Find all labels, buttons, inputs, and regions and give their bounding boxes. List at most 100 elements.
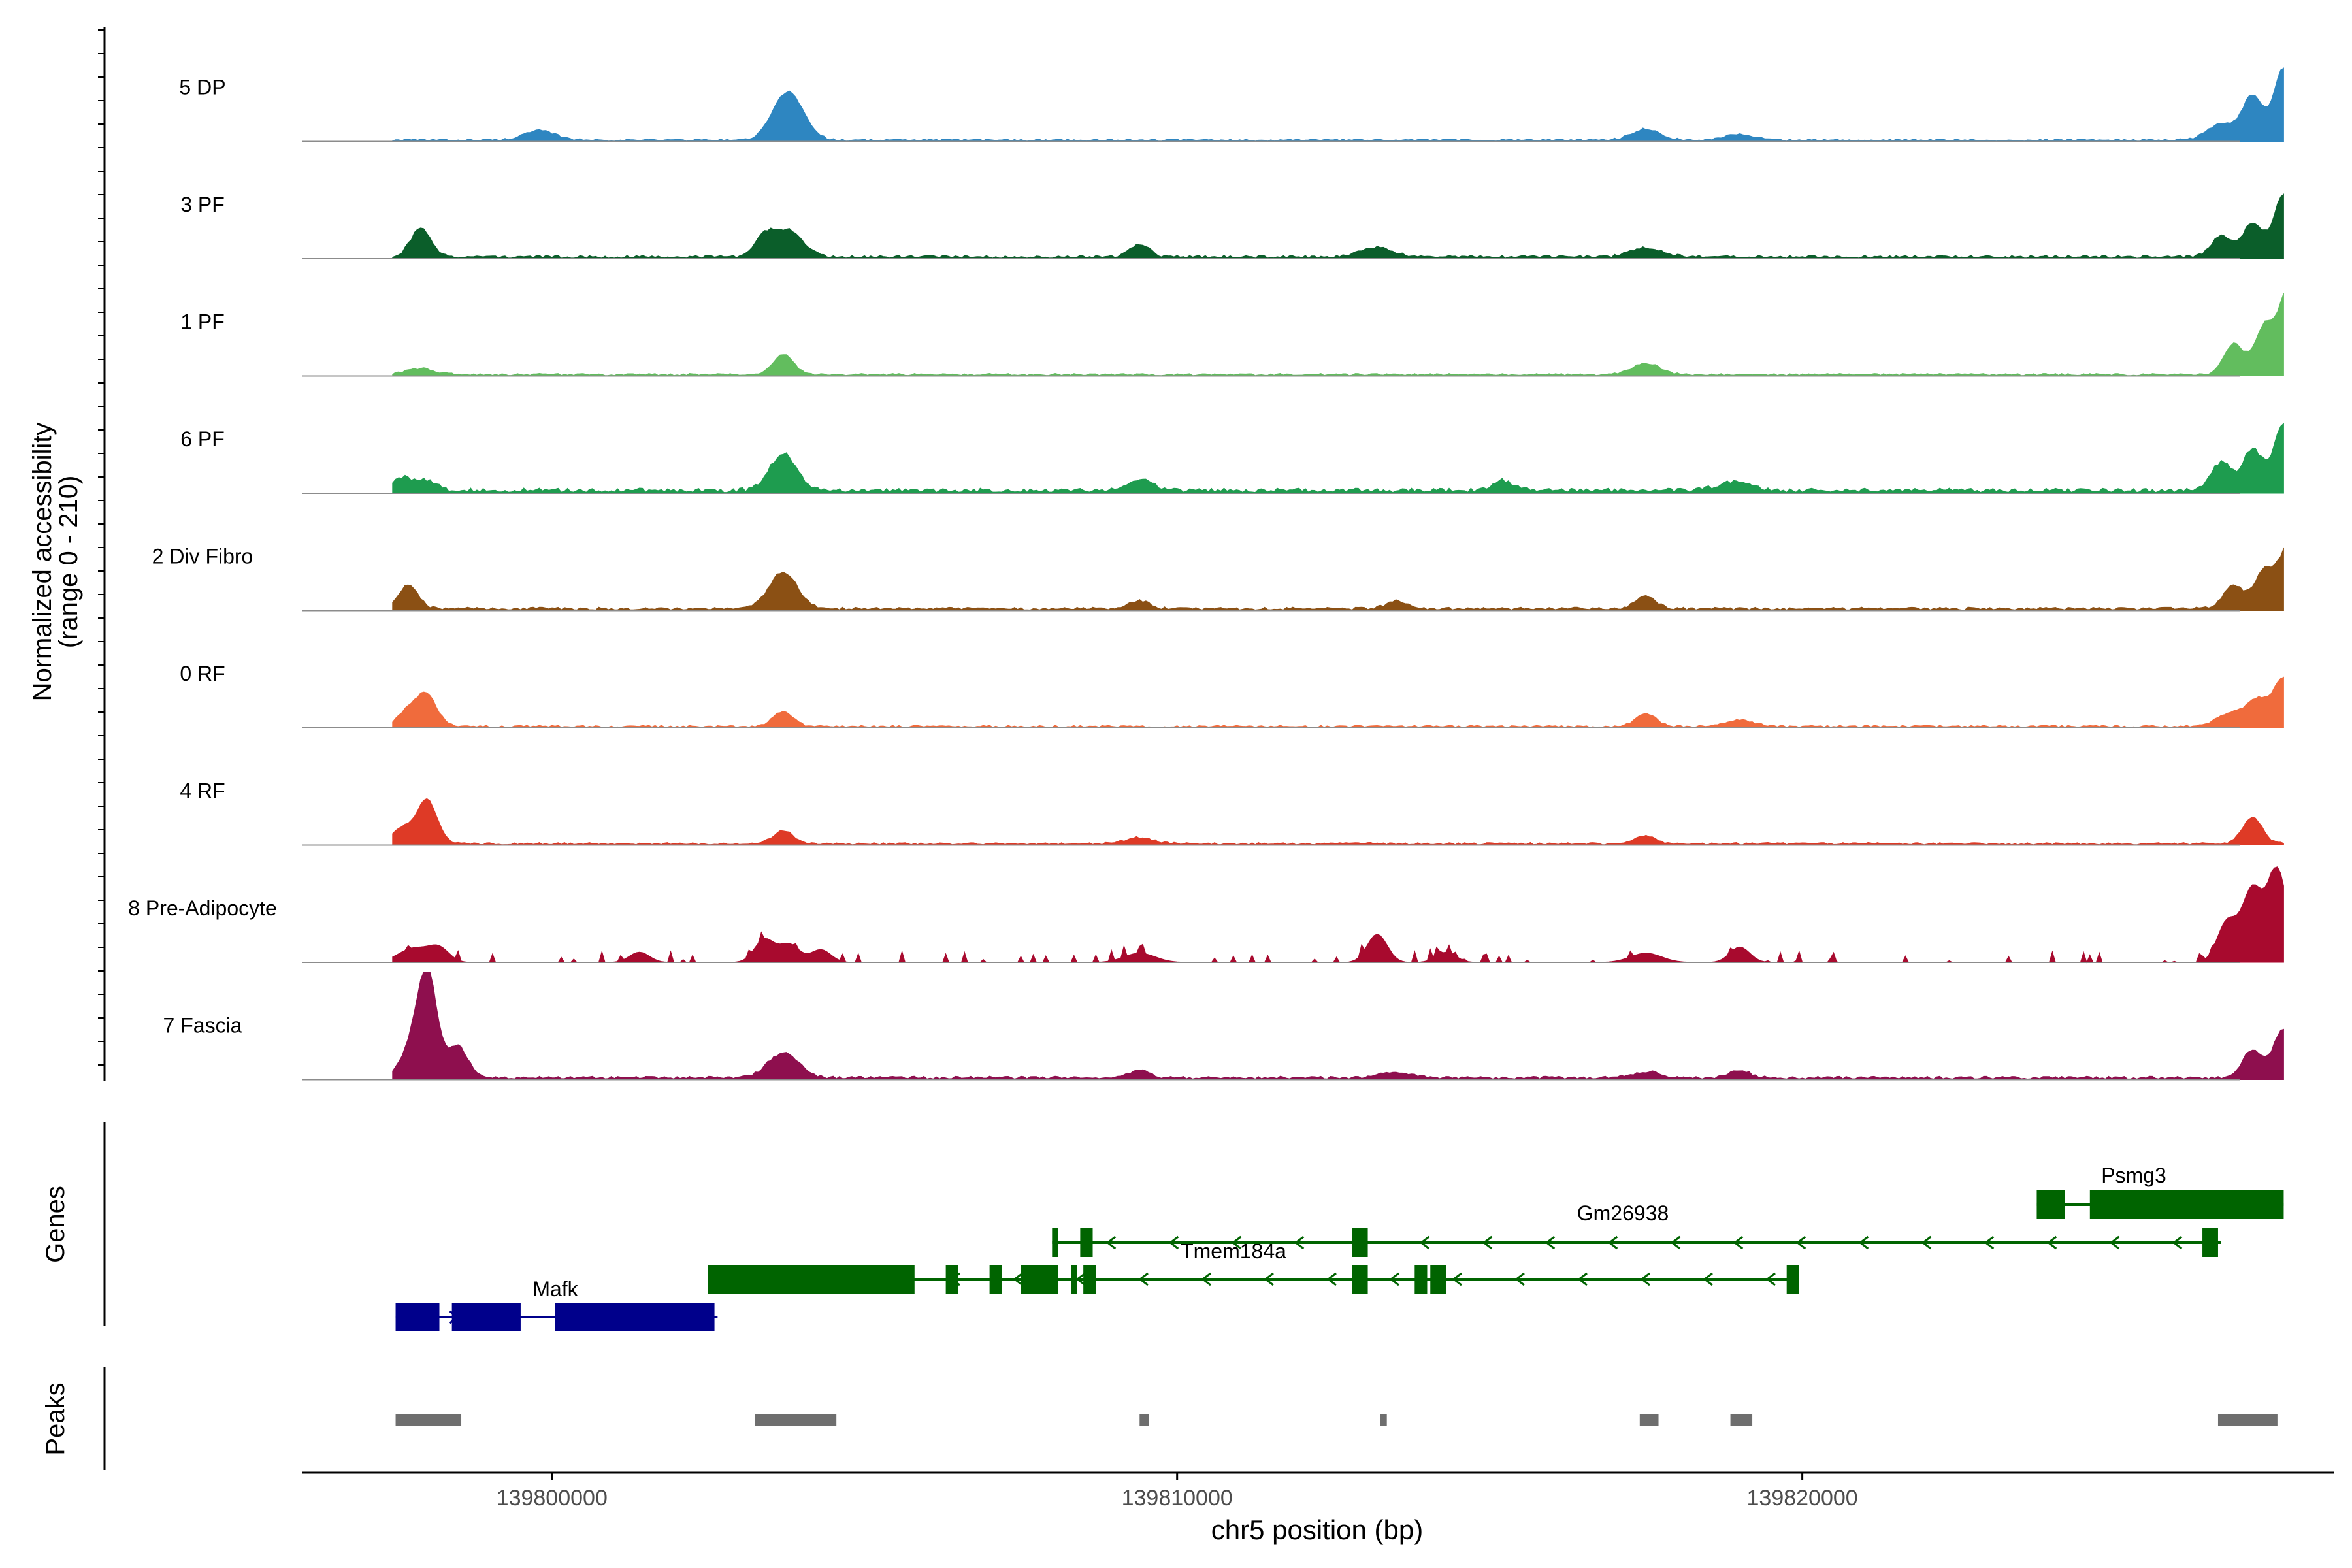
strand-arrow bbox=[1389, 1272, 1399, 1286]
strand-arrow bbox=[1138, 1272, 1149, 1286]
x-axis-label: chr5 position (bp) bbox=[1211, 1514, 1424, 1545]
coverage-y-axis bbox=[98, 27, 106, 1081]
gene-exon bbox=[451, 1303, 521, 1331]
coverage-track-label: 5 DP bbox=[179, 76, 225, 99]
x-axis-tick-label: 139800000 bbox=[497, 1486, 608, 1511]
gene-exon bbox=[1352, 1228, 1368, 1257]
coverage-track: 8 Pre-Adipocyte bbox=[128, 866, 2284, 964]
gene-exon bbox=[1430, 1265, 1446, 1294]
gene-exon bbox=[989, 1265, 1002, 1294]
peak-region bbox=[1139, 1414, 1149, 1426]
peaks-panel: Peaks bbox=[41, 1367, 2278, 1470]
gene-model: Mafk bbox=[395, 1277, 718, 1331]
gene-exon bbox=[1052, 1228, 1058, 1257]
gene-label: Mafk bbox=[532, 1277, 578, 1301]
coverage-track-label: 0 RF bbox=[180, 662, 225, 685]
gene-exon bbox=[2036, 1190, 2065, 1219]
coverage-track-label: 4 RF bbox=[180, 779, 225, 803]
genes-y-label: Genes bbox=[41, 1186, 70, 1263]
strand-arrow bbox=[1201, 1272, 1211, 1286]
gene-exon bbox=[2202, 1228, 2218, 1257]
coverage-track: 0 RF bbox=[180, 662, 2284, 728]
strand-arrow bbox=[1264, 1272, 1274, 1286]
coverage-signal bbox=[392, 972, 2284, 1080]
coverage-track-label: 6 PF bbox=[180, 427, 225, 451]
coverage-track: 4 RF bbox=[180, 779, 2284, 846]
gene-exon bbox=[1786, 1265, 1799, 1294]
coverage-track: 5 DP bbox=[179, 67, 2284, 142]
peak-region bbox=[2217, 1414, 2278, 1426]
x-axis-ticks: 139800000 139810000 139820000 bbox=[497, 1473, 1858, 1511]
gene-exon bbox=[1352, 1265, 1368, 1294]
peak-region bbox=[395, 1414, 462, 1426]
strand-arrow bbox=[1984, 1235, 1995, 1250]
coverage-track-label: 3 PF bbox=[180, 193, 225, 216]
gene-exon bbox=[555, 1303, 715, 1331]
strand-arrow bbox=[1168, 1235, 1179, 1250]
genes-panel: Genes Mafk Tmem184a Gm26938 Psmg3 bbox=[41, 1122, 2284, 1331]
strand-arrow bbox=[2109, 1235, 2120, 1250]
strand-arrow bbox=[1326, 1272, 1337, 1286]
gene-exon bbox=[1071, 1265, 1077, 1294]
coverage-y-label-line2: (range 0 - 210) bbox=[54, 476, 83, 649]
coverage-signal bbox=[392, 67, 2284, 142]
strand-arrow bbox=[1921, 1235, 1932, 1250]
coverage-signal bbox=[392, 422, 2284, 494]
gene-exon bbox=[945, 1265, 958, 1294]
gene-exon bbox=[1021, 1265, 1058, 1294]
peak-region bbox=[1380, 1414, 1387, 1426]
coverage-tracks: 5 DP 3 PF 1 PF 6 PF 2 Div Fibro 0 RF 4 RF 8 Pre… bbox=[128, 67, 2284, 1081]
strand-arrow bbox=[1013, 1272, 1023, 1286]
coverage-signal bbox=[392, 193, 2284, 259]
coverage-panel: Normalized accessibility (range 0 - 210)… bbox=[28, 27, 2284, 1081]
coverage-track: 2 Div Fibro bbox=[152, 545, 2284, 612]
gene-model: Tmem184a bbox=[708, 1239, 1799, 1294]
x-axis: 139800000 139810000 139820000 chr5 positio… bbox=[302, 1471, 2334, 1545]
gene-label: Gm26938 bbox=[1577, 1201, 1669, 1225]
coverage-signal bbox=[392, 547, 2284, 611]
gene-exon bbox=[1083, 1265, 1096, 1294]
coverage-track: 6 PF bbox=[180, 422, 2284, 494]
strand-arrow bbox=[1640, 1272, 1650, 1286]
strand-arrow bbox=[1795, 1235, 1806, 1250]
gene-exon bbox=[395, 1303, 440, 1331]
peaks-y-label: Peaks bbox=[41, 1382, 70, 1455]
gene-model: Psmg3 bbox=[2036, 1164, 2284, 1219]
coverage-signal bbox=[392, 293, 2284, 376]
strand-arrow bbox=[1607, 1235, 1618, 1250]
coverage-track-label: 8 Pre-Adipocyte bbox=[128, 896, 277, 920]
peak-region bbox=[755, 1414, 837, 1426]
strand-arrow bbox=[1514, 1272, 1525, 1286]
coverage-signal bbox=[392, 798, 2284, 845]
strand-arrow bbox=[2172, 1235, 2183, 1250]
strand-arrow bbox=[1577, 1272, 1588, 1286]
peak-regions bbox=[395, 1414, 2278, 1426]
strand-arrow bbox=[1765, 1272, 1776, 1286]
gene-exon bbox=[708, 1265, 915, 1294]
strand-arrow bbox=[1733, 1235, 1744, 1250]
strand-arrow bbox=[1544, 1235, 1556, 1250]
peak-region bbox=[1639, 1414, 1659, 1426]
x-axis-tick-label: 139810000 bbox=[1122, 1486, 1233, 1511]
strand-arrow bbox=[1231, 1235, 1242, 1250]
strand-arrow bbox=[1452, 1272, 1462, 1286]
gene-exon bbox=[1414, 1265, 1428, 1294]
strand-arrow bbox=[1482, 1235, 1493, 1250]
coverage-track: 7 Fascia bbox=[163, 972, 2284, 1081]
gene-label: Psmg3 bbox=[2101, 1164, 2166, 1187]
coverage-y-label-line1: Normalized accessibility bbox=[28, 423, 57, 702]
gene-models: Mafk Tmem184a Gm26938 Psmg3 bbox=[395, 1164, 2284, 1331]
strand-arrow bbox=[1858, 1235, 1869, 1250]
coverage-track-label: 7 Fascia bbox=[163, 1014, 242, 1037]
strand-arrow bbox=[1419, 1235, 1430, 1250]
coverage-signal bbox=[392, 676, 2284, 728]
peak-region bbox=[1730, 1414, 1753, 1426]
gene-model: Gm26938 bbox=[1052, 1201, 2221, 1257]
coverage-track: 1 PF bbox=[180, 293, 2284, 377]
x-axis-tick-label: 139820000 bbox=[1747, 1486, 1858, 1511]
strand-arrow bbox=[1703, 1272, 1713, 1286]
strand-arrow bbox=[1670, 1235, 1681, 1250]
strand-arrow bbox=[1075, 1272, 1086, 1286]
strand-arrow bbox=[1105, 1235, 1117, 1250]
